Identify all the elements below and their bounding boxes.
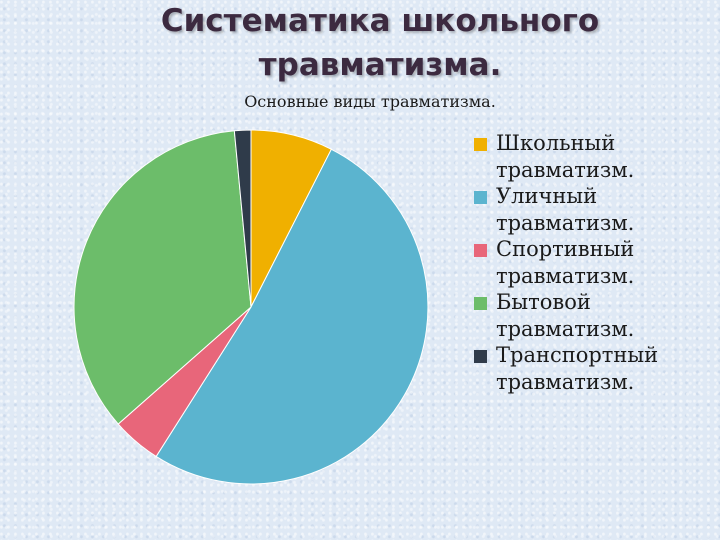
legend-swatch-4 (474, 297, 487, 310)
slide-title-line-2: травматизма. (258, 47, 502, 83)
legend-swatch-5 (474, 350, 487, 363)
legend-swatch-1 (474, 138, 487, 151)
legend-label-5: Транспортный травматизм. (496, 343, 659, 394)
chart-legend: Школьный травматизм. Уличный травматизм. С… (470, 130, 715, 395)
legend-label-1: Школьный травматизм. (496, 131, 635, 182)
legend-item-1: Школьный травматизм. (470, 130, 715, 183)
slide-title-line-1: Систематика школьного (160, 3, 600, 39)
legend-item-3: Спортивный травматизм. (470, 236, 715, 289)
legend-label-2: Уличный травматизм. (496, 184, 635, 235)
pie-slice-2 (155, 148, 429, 485)
legend-swatch-3 (474, 244, 487, 257)
legend-item-2: Уличный травматизм. (470, 183, 715, 236)
legend-item-5: Транспортный травматизм. (470, 342, 715, 395)
legend-label-4: Бытовой травматизм. (496, 290, 635, 341)
legend-item-4: Бытовой травматизм. (470, 289, 715, 342)
chart-title: Основные виды травматизма. (244, 92, 496, 111)
legend-label-3: Спортивный травматизм. (496, 237, 635, 288)
pie-slice-5 (233, 129, 252, 308)
pie-slice-4 (73, 130, 252, 425)
legend-swatch-2 (474, 191, 487, 204)
